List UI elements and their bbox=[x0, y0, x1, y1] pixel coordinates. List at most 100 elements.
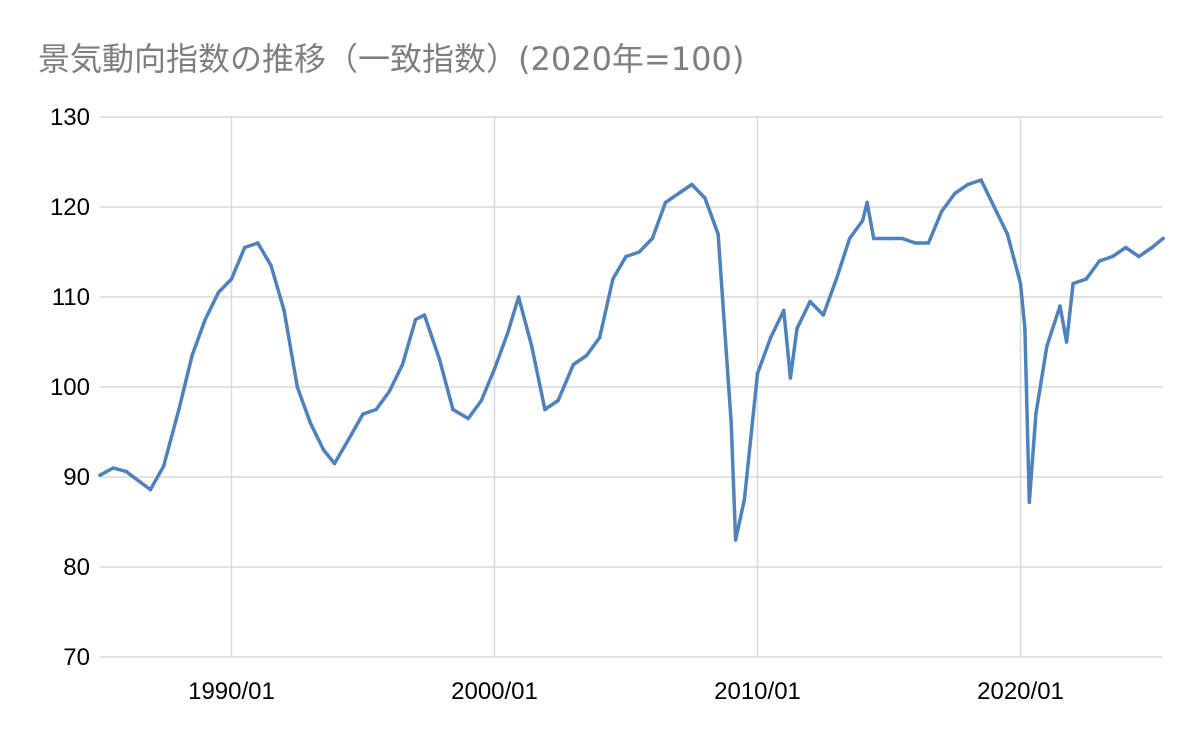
data-point bbox=[451, 407, 455, 412]
data-point bbox=[282, 308, 286, 313]
y-tick-label: 90 bbox=[63, 464, 90, 491]
data-point bbox=[1034, 412, 1038, 416]
data-point bbox=[939, 209, 944, 214]
data-point bbox=[177, 407, 181, 412]
data-point bbox=[437, 358, 442, 362]
data-point bbox=[1071, 281, 1075, 286]
data-point bbox=[597, 335, 602, 340]
data-point bbox=[900, 236, 904, 241]
data-point bbox=[229, 277, 234, 281]
data-point bbox=[571, 362, 576, 367]
gridlines bbox=[100, 116, 1163, 658]
data-point bbox=[966, 182, 970, 187]
data-point bbox=[516, 295, 521, 299]
data-point bbox=[1018, 281, 1023, 286]
data-point bbox=[466, 416, 471, 421]
data-point bbox=[742, 497, 747, 502]
x-tick-label: 2010/01 bbox=[714, 678, 801, 705]
data-point bbox=[242, 245, 247, 250]
x-tick-label: 2000/01 bbox=[451, 678, 538, 705]
data-point bbox=[1084, 277, 1089, 281]
data-point bbox=[624, 254, 628, 259]
data-point bbox=[611, 277, 615, 281]
data-point bbox=[834, 277, 839, 281]
y-axis-tick-labels: 70 80 90 100 110 120 130 bbox=[50, 104, 90, 671]
series-line-0 bbox=[98, 178, 1165, 542]
data-point bbox=[979, 178, 983, 182]
data-point bbox=[1027, 500, 1032, 505]
data-point bbox=[479, 398, 484, 403]
data-point bbox=[584, 353, 589, 358]
data-point bbox=[98, 473, 102, 478]
data-point bbox=[1150, 245, 1154, 250]
data-point bbox=[148, 487, 153, 492]
data-point bbox=[400, 362, 405, 367]
data-point bbox=[1005, 232, 1010, 236]
data-point bbox=[733, 538, 738, 542]
data-point bbox=[190, 353, 194, 358]
data-point bbox=[216, 290, 221, 295]
data-point bbox=[782, 308, 786, 313]
data-point bbox=[755, 371, 760, 376]
chart-title: 景気動向指数の推移（一致指数）(2020年=100) bbox=[38, 40, 745, 78]
data-point bbox=[387, 389, 392, 394]
data-point bbox=[1064, 340, 1069, 344]
data-point bbox=[1097, 259, 1102, 263]
data-point bbox=[332, 461, 337, 466]
data-point bbox=[530, 344, 534, 349]
data-point bbox=[703, 196, 707, 200]
data-point bbox=[111, 466, 115, 470]
y-tick-label: 130 bbox=[50, 104, 90, 131]
data-point bbox=[269, 263, 273, 268]
data-point bbox=[1110, 254, 1115, 259]
data-point bbox=[255, 241, 260, 245]
y-tick-label: 110 bbox=[52, 284, 90, 311]
data-point bbox=[865, 200, 869, 205]
data-point bbox=[422, 313, 427, 317]
data-point bbox=[1123, 245, 1128, 250]
data-point bbox=[543, 407, 547, 412]
data-point bbox=[1023, 326, 1027, 331]
data-point bbox=[729, 421, 733, 425]
series-layer bbox=[98, 178, 1165, 542]
data-point bbox=[203, 317, 207, 322]
data-point bbox=[1058, 304, 1062, 308]
data-point bbox=[505, 331, 510, 335]
data-point bbox=[413, 317, 418, 322]
data-point bbox=[768, 335, 773, 340]
y-tick-label: 70 bbox=[63, 644, 90, 671]
data-point bbox=[124, 469, 129, 474]
y-tick-label: 120 bbox=[50, 194, 90, 221]
data-point bbox=[953, 191, 957, 196]
data-point bbox=[847, 236, 852, 241]
data-point bbox=[492, 367, 497, 371]
data-point bbox=[308, 421, 313, 425]
data-point bbox=[556, 398, 560, 403]
data-point bbox=[871, 236, 876, 241]
data-point bbox=[374, 407, 379, 412]
data-point bbox=[321, 448, 326, 452]
data-point bbox=[788, 376, 793, 380]
data-point bbox=[137, 479, 142, 484]
x-axis-tick-labels: 1990/01 2000/01 2010/01 2020/01 bbox=[188, 678, 1064, 705]
data-point bbox=[1137, 254, 1141, 259]
data-point bbox=[808, 299, 812, 304]
data-point bbox=[821, 313, 826, 317]
x-tick-label: 1990/01 bbox=[188, 678, 275, 705]
data-point bbox=[913, 241, 918, 245]
data-point bbox=[1161, 236, 1165, 241]
data-point bbox=[887, 236, 891, 241]
data-point bbox=[860, 218, 865, 223]
data-point bbox=[926, 241, 931, 245]
data-point bbox=[716, 232, 720, 236]
y-tick-label: 80 bbox=[63, 554, 90, 581]
data-point bbox=[361, 412, 365, 416]
data-point bbox=[795, 326, 799, 331]
data-point bbox=[663, 200, 668, 205]
data-point bbox=[650, 236, 655, 241]
data-point bbox=[676, 191, 681, 196]
data-point bbox=[161, 464, 166, 469]
data-point bbox=[637, 250, 641, 254]
data-point bbox=[295, 385, 300, 389]
